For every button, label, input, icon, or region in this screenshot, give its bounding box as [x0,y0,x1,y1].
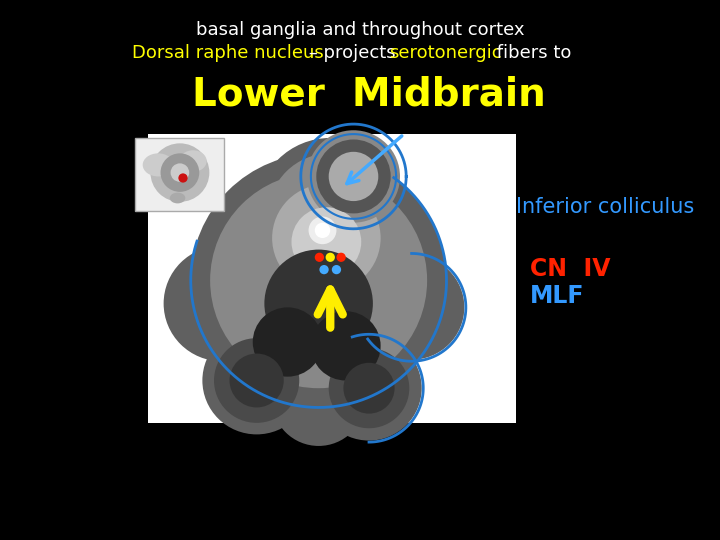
Circle shape [150,143,210,202]
Circle shape [191,153,446,408]
Circle shape [202,327,311,434]
Circle shape [320,265,329,274]
Circle shape [214,338,300,423]
Bar [135,138,224,211]
Circle shape [316,139,391,213]
Circle shape [161,153,199,192]
Circle shape [269,153,392,276]
Circle shape [230,354,284,408]
Circle shape [179,173,188,183]
Text: serotonergic: serotonergic [390,44,502,62]
Circle shape [210,173,427,388]
Circle shape [336,253,346,262]
Circle shape [309,217,336,244]
Circle shape [359,255,464,360]
Ellipse shape [179,150,207,172]
Circle shape [329,152,378,201]
Circle shape [311,311,381,381]
Bar [148,134,516,423]
Ellipse shape [170,193,185,204]
Text: Inferior colliculus: Inferior colliculus [516,197,695,217]
Text: – projects: – projects [303,44,401,62]
Circle shape [163,246,280,361]
Circle shape [307,130,400,222]
Circle shape [264,249,373,357]
Text: MLF: MLF [530,284,585,308]
Circle shape [253,307,323,377]
Circle shape [292,207,361,276]
Text: Lower  Midbrain: Lower Midbrain [192,75,546,113]
Circle shape [343,363,395,414]
Circle shape [315,222,330,238]
Circle shape [272,354,365,446]
Text: basal ganglia and throughout cortex: basal ganglia and throughout cortex [196,21,524,39]
Circle shape [272,184,381,292]
Circle shape [316,336,422,441]
Circle shape [329,348,409,428]
Text: Dorsal raphe nucleus: Dorsal raphe nucleus [132,44,323,62]
Text: CN  IV: CN IV [530,257,611,281]
Ellipse shape [143,153,174,177]
Circle shape [256,138,404,284]
Text: fibers to: fibers to [492,44,572,62]
Circle shape [315,253,324,262]
Circle shape [171,164,189,182]
Circle shape [325,253,335,262]
Circle shape [332,265,341,274]
